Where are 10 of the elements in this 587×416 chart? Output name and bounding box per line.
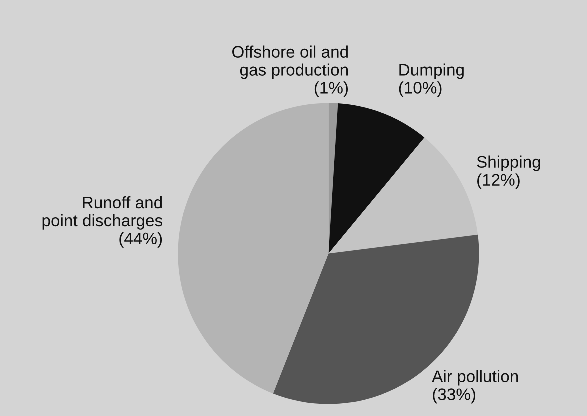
data-label: (1%) — [314, 82, 348, 98]
data-label: (10%) — [399, 82, 442, 98]
slice-label: Air pollution — [432, 370, 518, 386]
slice-label: Runoff and point discharges — [42, 196, 162, 230]
data-label: (33%) — [433, 388, 476, 404]
data-label: (12%) — [478, 174, 520, 190]
slice-label: Offshore oil and gas production — [232, 46, 348, 80]
data-label: (44%) — [120, 232, 162, 248]
slice-label: Shipping — [477, 156, 540, 172]
slice-label: Dumping — [400, 64, 464, 80]
